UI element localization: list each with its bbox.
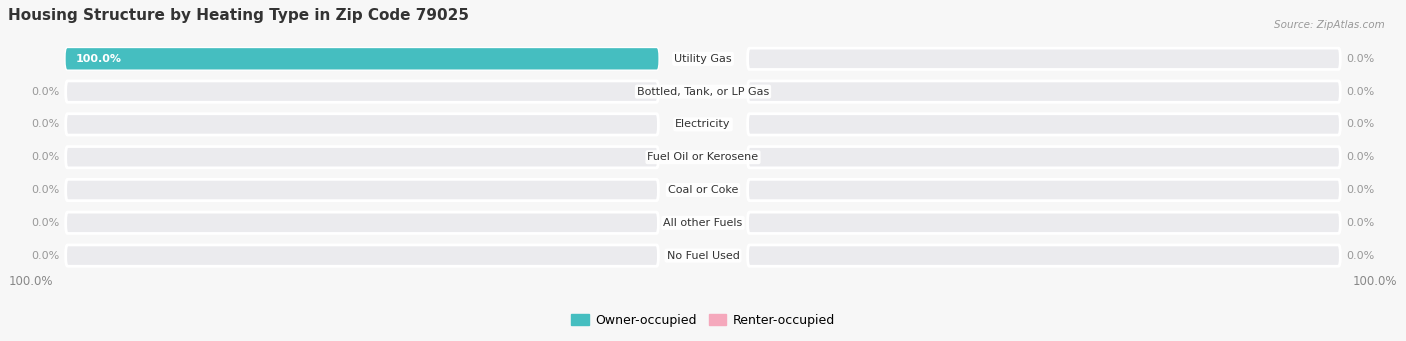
Text: 0.0%: 0.0%	[31, 152, 59, 162]
Text: 0.0%: 0.0%	[1347, 119, 1375, 129]
Text: 0.0%: 0.0%	[1347, 185, 1375, 195]
FancyBboxPatch shape	[66, 179, 658, 201]
FancyBboxPatch shape	[66, 48, 658, 70]
Text: Electricity: Electricity	[675, 119, 731, 129]
FancyBboxPatch shape	[66, 212, 658, 234]
FancyBboxPatch shape	[66, 114, 658, 135]
Text: No Fuel Used: No Fuel Used	[666, 251, 740, 261]
FancyBboxPatch shape	[66, 48, 658, 70]
FancyBboxPatch shape	[66, 245, 658, 266]
Text: Bottled, Tank, or LP Gas: Bottled, Tank, or LP Gas	[637, 87, 769, 97]
Text: 0.0%: 0.0%	[31, 119, 59, 129]
Legend: Owner-occupied, Renter-occupied: Owner-occupied, Renter-occupied	[567, 309, 839, 332]
Text: 0.0%: 0.0%	[31, 218, 59, 228]
FancyBboxPatch shape	[748, 179, 1340, 201]
FancyBboxPatch shape	[748, 114, 1340, 135]
Text: Utility Gas: Utility Gas	[675, 54, 731, 64]
Text: All other Fuels: All other Fuels	[664, 218, 742, 228]
Text: 0.0%: 0.0%	[1347, 218, 1375, 228]
FancyBboxPatch shape	[748, 212, 1340, 234]
Text: Housing Structure by Heating Type in Zip Code 79025: Housing Structure by Heating Type in Zip…	[8, 8, 470, 23]
Text: 100.0%: 100.0%	[8, 275, 53, 288]
Text: Coal or Coke: Coal or Coke	[668, 185, 738, 195]
FancyBboxPatch shape	[748, 147, 1340, 168]
FancyBboxPatch shape	[748, 81, 1340, 102]
Text: 0.0%: 0.0%	[31, 251, 59, 261]
Text: Fuel Oil or Kerosene: Fuel Oil or Kerosene	[647, 152, 759, 162]
FancyBboxPatch shape	[66, 81, 658, 102]
Text: 0.0%: 0.0%	[1347, 152, 1375, 162]
Text: 100.0%: 100.0%	[76, 54, 121, 64]
Text: 0.0%: 0.0%	[31, 87, 59, 97]
Text: 0.0%: 0.0%	[1347, 251, 1375, 261]
Text: 100.0%: 100.0%	[1353, 275, 1398, 288]
FancyBboxPatch shape	[748, 48, 1340, 70]
Text: 0.0%: 0.0%	[1347, 54, 1375, 64]
Text: 0.0%: 0.0%	[1347, 87, 1375, 97]
FancyBboxPatch shape	[748, 245, 1340, 266]
Text: Source: ZipAtlas.com: Source: ZipAtlas.com	[1274, 20, 1385, 30]
Text: 0.0%: 0.0%	[31, 185, 59, 195]
FancyBboxPatch shape	[66, 147, 658, 168]
